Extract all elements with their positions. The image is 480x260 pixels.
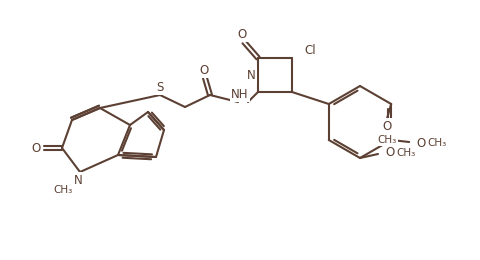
Text: CH₃: CH₃	[396, 148, 416, 158]
Text: O: O	[31, 141, 41, 154]
Text: O: O	[238, 28, 247, 41]
Text: NH: NH	[231, 88, 249, 101]
Text: S: S	[156, 81, 164, 94]
Text: O: O	[417, 136, 426, 149]
Text: N: N	[73, 173, 83, 186]
Text: N: N	[247, 68, 255, 81]
Text: CH₃: CH₃	[53, 185, 72, 195]
Text: CH₃: CH₃	[428, 138, 447, 148]
Text: O: O	[199, 63, 209, 76]
Text: CH₃: CH₃	[378, 135, 397, 145]
Text: Cl: Cl	[304, 43, 316, 56]
Text: O: O	[383, 120, 392, 133]
Text: O: O	[385, 146, 395, 159]
